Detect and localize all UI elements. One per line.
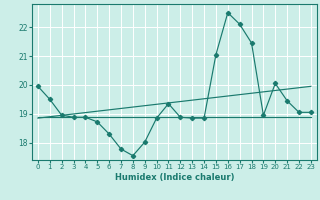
X-axis label: Humidex (Indice chaleur): Humidex (Indice chaleur) bbox=[115, 173, 234, 182]
